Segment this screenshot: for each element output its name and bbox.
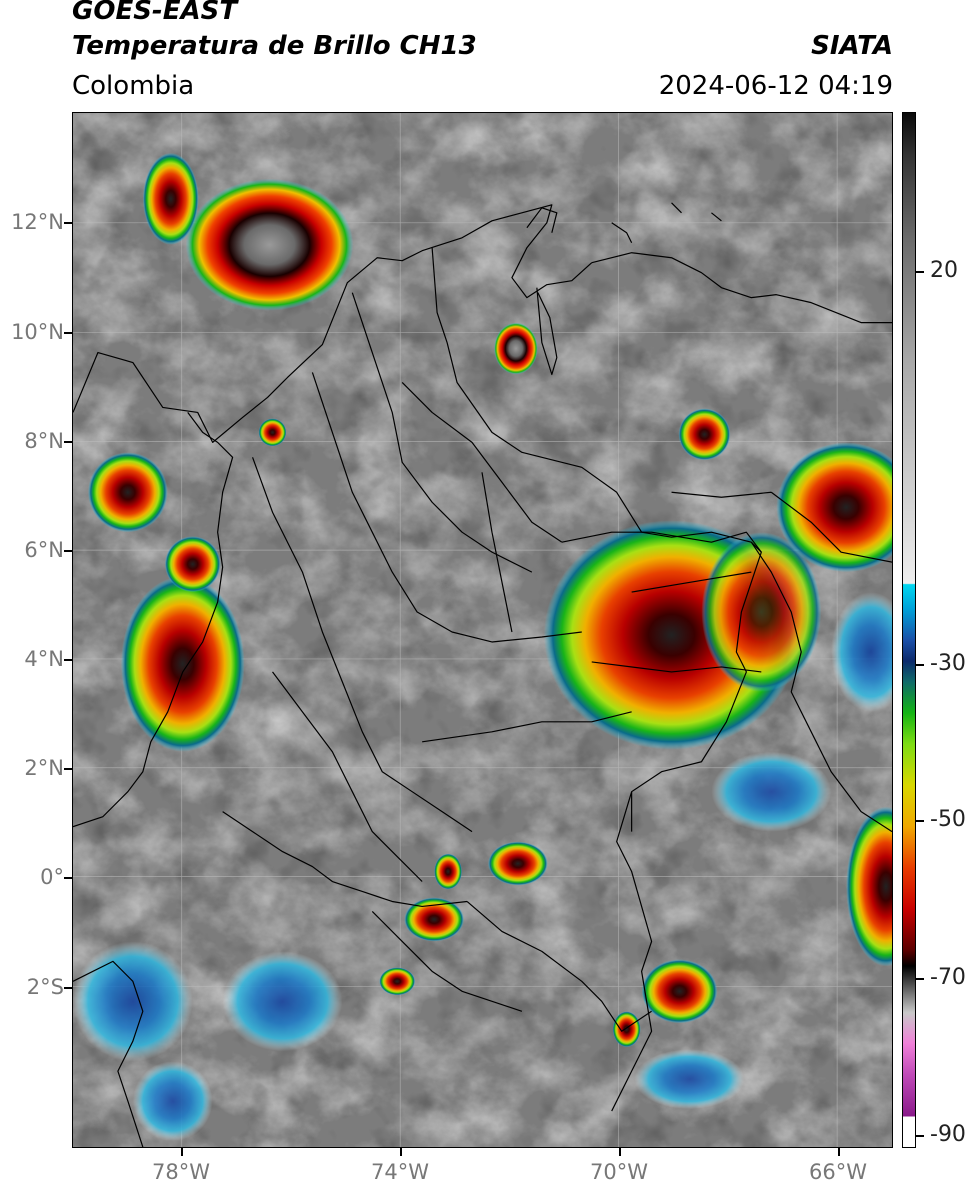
- satellite-map[interactable]: [72, 112, 893, 1148]
- lon-label-66w: 66°W: [809, 1160, 867, 1184]
- department-borders-5: [422, 711, 632, 743]
- department-borders-6: [401, 382, 563, 543]
- lat-label-10n: 10°N: [11, 320, 64, 344]
- storm-cell-venezuela-east: [776, 442, 892, 573]
- cold-patches: [73, 592, 892, 1142]
- colorbar-tick-minus50: [916, 820, 924, 822]
- colorbar-label-minus70: -70: [930, 965, 966, 990]
- ecuador-peru-coast: [73, 960, 144, 1147]
- colorbar-label-minus50: -50: [930, 807, 966, 832]
- department-borders-7: [481, 472, 513, 633]
- lon-tick-70w: [619, 1148, 621, 1156]
- department-borders-2: [311, 372, 582, 643]
- colorbar: [902, 112, 916, 1148]
- colombia-coast-north: [73, 204, 593, 443]
- guajira-peninsula: [526, 207, 558, 233]
- storm-cell-amazon-3: [641, 959, 718, 1024]
- colombia-pacific-coast: [73, 412, 234, 828]
- lat-tick-12n: [64, 222, 72, 224]
- lat-tick-2s: [64, 987, 72, 989]
- header-region: Colombia: [72, 71, 195, 101]
- colombia-venezuela-border-south: [561, 531, 762, 832]
- storm-cell-amazon-5: [612, 1011, 641, 1048]
- colombia-brazil-border: [611, 791, 653, 1112]
- lat-tick-0: [64, 877, 72, 879]
- colorbar-tick-minus70: [916, 978, 924, 980]
- header-product: Temperatura de Brillo CH13: [72, 31, 477, 61]
- storm-cells: [87, 152, 892, 1048]
- department-borders-4: [272, 671, 423, 882]
- lon-label-78w: 78°W: [152, 1160, 210, 1184]
- lat-label-2s: 2°S: [26, 975, 64, 999]
- lon-tick-74w: [400, 1148, 402, 1156]
- lat-tick-8n: [64, 441, 72, 443]
- aruba-curacao: [611, 202, 722, 244]
- lat-label-4n: 4°N: [24, 647, 64, 671]
- colorbar-tick-20: [916, 271, 924, 273]
- venezuela-coast: [536, 252, 892, 376]
- storm-cell-amazon-2: [404, 897, 465, 942]
- header-source: SIATA: [811, 31, 893, 61]
- lat-label-8n: 8°N: [24, 429, 64, 453]
- storm-cell-choco-north: [87, 452, 168, 533]
- lat-label-0: 0°: [40, 865, 64, 889]
- storm-cell-amazon-6: [434, 853, 463, 890]
- storm-cell-pacific-north: [164, 536, 221, 593]
- department-borders-3: [351, 292, 533, 573]
- guyana-border: [750, 541, 892, 833]
- colorbar-tick-minus30: [916, 664, 924, 666]
- storm-cell-amazon-1: [487, 841, 548, 886]
- colombia-peru-border: [371, 901, 652, 1032]
- colorbar-label-minus90: -90: [930, 1122, 966, 1147]
- lon-label-74w: 74°W: [371, 1160, 429, 1184]
- lat-label-6n: 6°N: [24, 538, 64, 562]
- storm-cell-orinoquia-east: [701, 532, 822, 692]
- storm-cell-venezuela-mid: [678, 408, 731, 461]
- colombia-ecuador-border: [222, 811, 468, 908]
- colorbar-tick-minus90: [916, 1135, 924, 1137]
- department-borders-1: [251, 457, 473, 833]
- storm-cell-amazon-east: [846, 806, 892, 967]
- storm-cell-caribbean: [185, 178, 354, 311]
- lat-label-12n: 12°N: [11, 210, 64, 234]
- coastlines-and-borders: [73, 202, 892, 1147]
- colorbar-label-minus30: -30: [930, 651, 966, 676]
- storm-cell-amazon-4: [379, 967, 416, 996]
- lat-tick-4n: [64, 659, 72, 661]
- storm-cell-maracaibo: [493, 322, 538, 375]
- lat-tick-10n: [64, 332, 72, 334]
- lat-tick-2n: [64, 768, 72, 770]
- storm-cell-antioquia: [258, 418, 287, 447]
- storm-cell-pacific: [120, 576, 245, 752]
- storm-cell-caribbean-nw: [142, 152, 199, 245]
- venezuela-states: [591, 491, 892, 673]
- lon-label-70w: 70°W: [590, 1160, 648, 1184]
- colombia-venezuela-border: [431, 247, 762, 553]
- lat-tick-6n: [64, 550, 72, 552]
- lat-label-2n: 2°N: [24, 756, 64, 780]
- lon-tick-66w: [838, 1148, 840, 1156]
- header-datetime: 2024-06-12 04:19: [658, 71, 893, 101]
- header-satellite: GOES-EAST: [72, 0, 238, 26]
- colorbar-label-20: 20: [930, 258, 958, 283]
- lon-tick-78w: [181, 1148, 183, 1156]
- map-canvas: [73, 113, 892, 1147]
